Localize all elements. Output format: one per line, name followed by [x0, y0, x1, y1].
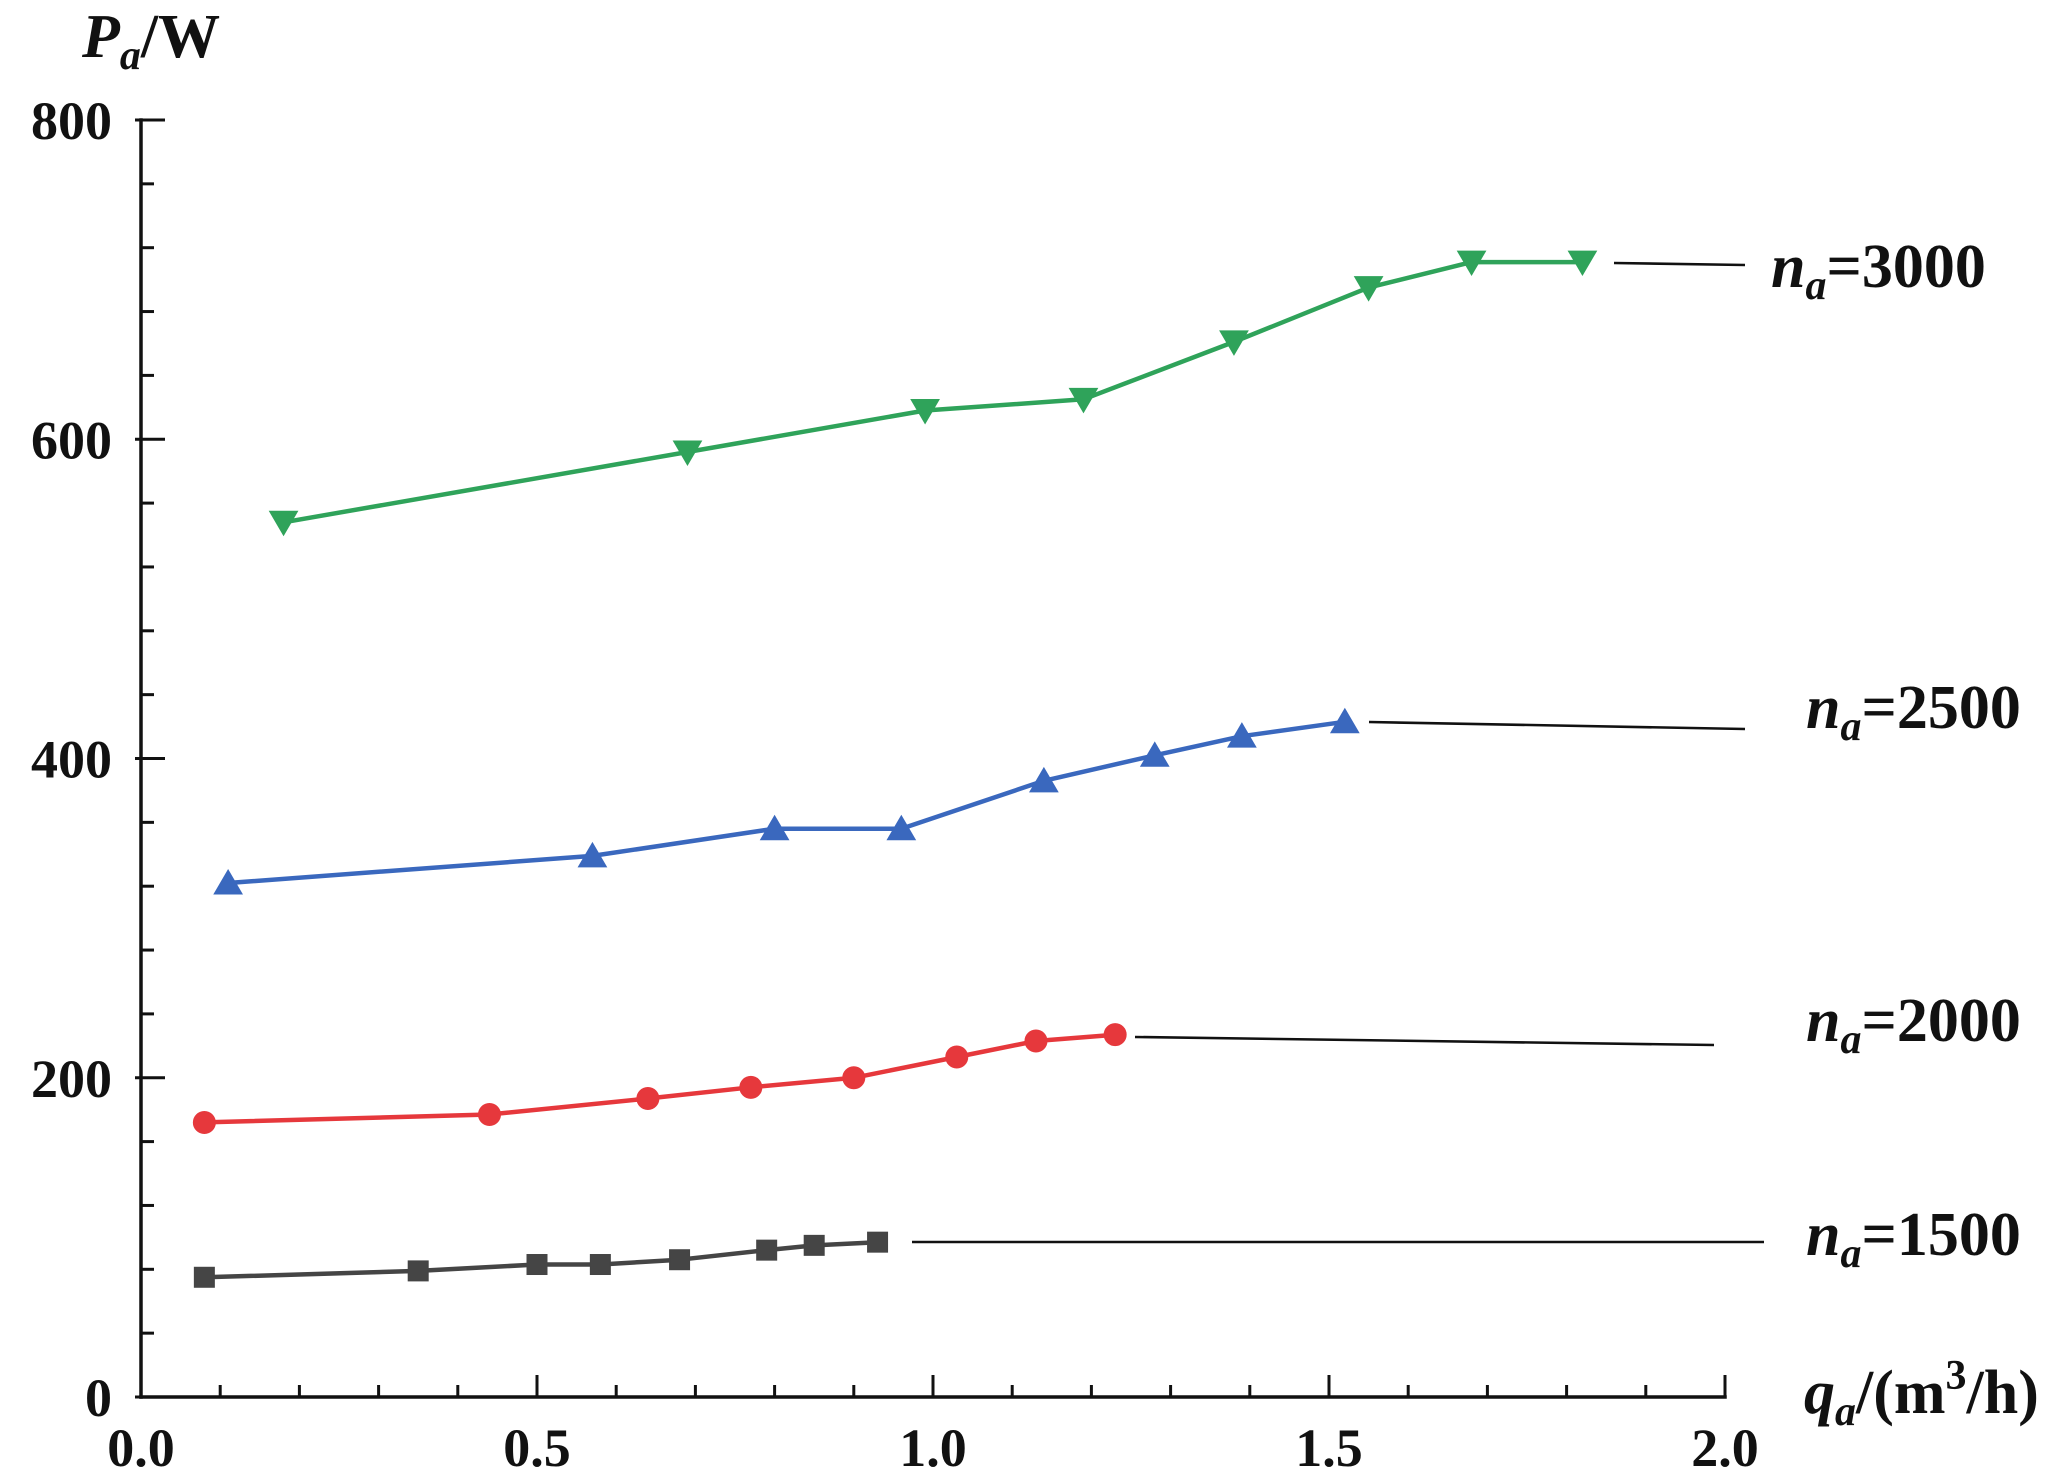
- y-tick-label: 800: [31, 91, 112, 151]
- series-group: [192, 250, 1598, 1288]
- x-axis-tick-labels: 0.0 0.5 1.0 1.5 2.0: [107, 1418, 1759, 1478]
- x-tick-label: 2.0: [1691, 1418, 1759, 1478]
- y-axis-title-subscript: a: [120, 33, 141, 79]
- series-1-point-8: [867, 1231, 889, 1253]
- series-1-point-5: [669, 1249, 691, 1271]
- series-2-label: na=2000: [1806, 987, 2021, 1063]
- y-axis-ticks: [135, 118, 165, 1399]
- series-4-leader-line: [1613, 261, 1746, 267]
- series-4-point-7: [1456, 250, 1487, 277]
- x-axis-title: qa/(m3/h): [1804, 1353, 2039, 1435]
- y-axis-tick-labels: 0 200 400 600 800: [31, 91, 112, 1428]
- series-3-label-value: =2500: [1861, 674, 2020, 742]
- series-2-label-subscript: a: [1840, 1017, 1861, 1063]
- series-1-label: na=1500: [1806, 1201, 2021, 1277]
- series-3-point-6: [1139, 741, 1170, 767]
- series-3-point-4: [886, 814, 917, 841]
- series-3: [213, 707, 1360, 895]
- series-2-point-2: [477, 1102, 501, 1126]
- series-2-label-symbol: n: [1806, 987, 1840, 1055]
- x-axis-title-symbol: q: [1804, 1359, 1835, 1427]
- series-4-label-value: =3000: [1826, 233, 1985, 301]
- series-1-point-7: [803, 1234, 825, 1256]
- series-1-point-3: [526, 1254, 548, 1276]
- series-2-leader-line: [1134, 1035, 1715, 1047]
- series-4-point-3: [910, 399, 940, 425]
- series-4-point-5: [1219, 330, 1249, 356]
- series-1-point-1: [193, 1266, 215, 1288]
- series-2-point-1: [192, 1110, 216, 1134]
- y-axis-title-symbol: P: [81, 3, 121, 71]
- series-1: [193, 1231, 889, 1288]
- y-axis-title: Pa/W: [81, 3, 220, 79]
- series-2-point-5: [842, 1066, 866, 1090]
- series-2-point-6: [945, 1045, 969, 1069]
- series-3-point-7: [1227, 722, 1257, 748]
- x-axis-title-superscript: 3: [1946, 1353, 1967, 1399]
- series-4-point-1: [268, 510, 299, 537]
- x-tick-label: 1.5: [1295, 1418, 1363, 1478]
- series-3-leader-line: [1368, 720, 1746, 731]
- series-1-label-symbol: n: [1806, 1201, 1840, 1269]
- series-2-label-value: =2000: [1861, 987, 2020, 1055]
- series-4-point-2: [672, 440, 703, 467]
- series-2-line: [202, 1032, 1118, 1125]
- x-tick-label: 0.0: [107, 1418, 175, 1478]
- series-1-label-value: =1500: [1861, 1201, 2020, 1269]
- series-2-point-7: [1024, 1029, 1048, 1053]
- series-3-point-8: [1329, 707, 1360, 734]
- x-tick-label: 1.0: [899, 1418, 967, 1478]
- series-3-label: na=2500: [1806, 674, 2021, 750]
- series-2: [192, 1023, 1127, 1134]
- series-2-point-4: [739, 1075, 763, 1099]
- series-3-point-2: [577, 841, 608, 868]
- series-3-point-3: [759, 814, 790, 841]
- y-tick-label: 400: [31, 730, 112, 790]
- series-4-line: [281, 259, 1585, 525]
- series-4-point-6: [1353, 276, 1384, 302]
- series-3-line: [225, 719, 1348, 886]
- x-axis-ticks: [139, 1375, 1727, 1397]
- y-tick-label: 200: [31, 1049, 112, 1109]
- series-4-point-4: [1068, 387, 1099, 414]
- series-2-point-8: [1103, 1023, 1127, 1047]
- series-4-label: na=3000: [1771, 233, 1986, 309]
- series-4-label-symbol: n: [1771, 233, 1805, 301]
- x-tick-label: 0.5: [503, 1418, 571, 1478]
- x-axis-title-unit-close: /h): [1966, 1359, 2039, 1427]
- series-1-point-2: [407, 1260, 429, 1282]
- series-1-point-6: [756, 1239, 778, 1261]
- series-3-label-symbol: n: [1806, 674, 1840, 742]
- series-4: [268, 250, 1598, 537]
- y-axis-title-unit: /W: [140, 3, 220, 71]
- x-axis-title-unit-open: /(m: [1855, 1359, 1946, 1427]
- series-2-point-3: [636, 1087, 660, 1111]
- series-3-point-1: [213, 869, 243, 895]
- series-1-label-subscript: a: [1840, 1231, 1861, 1277]
- series-3-point-5: [1029, 766, 1059, 793]
- series-4-label-subscript: a: [1805, 263, 1826, 309]
- y-tick-label: 0: [85, 1368, 112, 1428]
- y-tick-label: 600: [31, 410, 112, 470]
- series-1-point-4: [589, 1254, 611, 1276]
- series-4-point-8: [1567, 250, 1598, 277]
- series-3-label-subscript: a: [1840, 704, 1861, 750]
- x-axis-title-subscript: a: [1835, 1389, 1856, 1435]
